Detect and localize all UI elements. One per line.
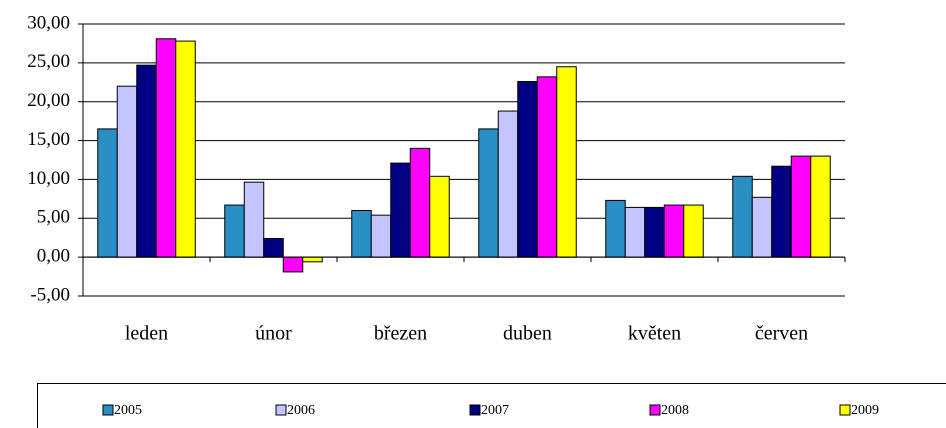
bar bbox=[536, 76, 558, 258]
y-tick-label: 15,00 bbox=[27, 129, 70, 150]
bar bbox=[810, 155, 831, 258]
bar bbox=[116, 85, 138, 258]
bar bbox=[224, 204, 245, 258]
legend-box bbox=[37, 383, 946, 428]
x-tick-label: červen bbox=[755, 323, 808, 345]
bar bbox=[751, 196, 773, 258]
bar bbox=[497, 110, 519, 258]
y-tick-label: 25,00 bbox=[27, 51, 70, 72]
bar bbox=[644, 206, 665, 258]
bar bbox=[243, 181, 265, 258]
bar bbox=[136, 64, 157, 258]
bar bbox=[282, 256, 304, 273]
bar bbox=[409, 147, 431, 258]
x-tick-label: březen bbox=[374, 323, 427, 345]
bar bbox=[517, 81, 538, 258]
x-tick-label: únor bbox=[255, 323, 292, 345]
legend-swatch bbox=[839, 404, 851, 416]
bar bbox=[429, 175, 450, 258]
legend-swatch bbox=[275, 404, 287, 416]
bar bbox=[175, 40, 196, 258]
legend-swatch bbox=[649, 404, 661, 416]
legend-label: 2009 bbox=[851, 403, 879, 418]
bar bbox=[790, 155, 812, 258]
y-tick-label: 30,00 bbox=[27, 12, 70, 33]
bar bbox=[771, 165, 792, 258]
legend-label: 2008 bbox=[661, 403, 689, 418]
y-tick-label: 20,00 bbox=[27, 90, 70, 111]
bar bbox=[370, 214, 392, 258]
y-tick-label: 0,00 bbox=[37, 246, 70, 267]
x-tick-label: duben bbox=[503, 323, 552, 345]
bar bbox=[478, 128, 499, 258]
y-tick-label: 10,00 bbox=[27, 168, 70, 189]
bar bbox=[263, 237, 284, 258]
bar bbox=[624, 206, 646, 258]
bar bbox=[663, 204, 685, 258]
bar bbox=[683, 204, 704, 258]
bar bbox=[351, 210, 372, 258]
bar bbox=[605, 199, 626, 258]
y-tick-label: -5,00 bbox=[30, 284, 70, 305]
bar bbox=[732, 175, 753, 258]
legend-label: 2006 bbox=[287, 403, 315, 418]
y-tick-label: 5,00 bbox=[37, 207, 70, 228]
bar bbox=[97, 128, 118, 258]
bar bbox=[155, 38, 177, 258]
x-tick-label: leden bbox=[125, 323, 168, 345]
legend-swatch bbox=[469, 404, 481, 416]
bar bbox=[556, 66, 577, 258]
legend-label: 2007 bbox=[481, 403, 509, 418]
bar bbox=[302, 256, 323, 263]
legend-swatch bbox=[102, 404, 114, 416]
bar bbox=[390, 162, 411, 258]
x-tick-label: květen bbox=[628, 323, 681, 345]
legend-label: 2005 bbox=[114, 403, 142, 418]
